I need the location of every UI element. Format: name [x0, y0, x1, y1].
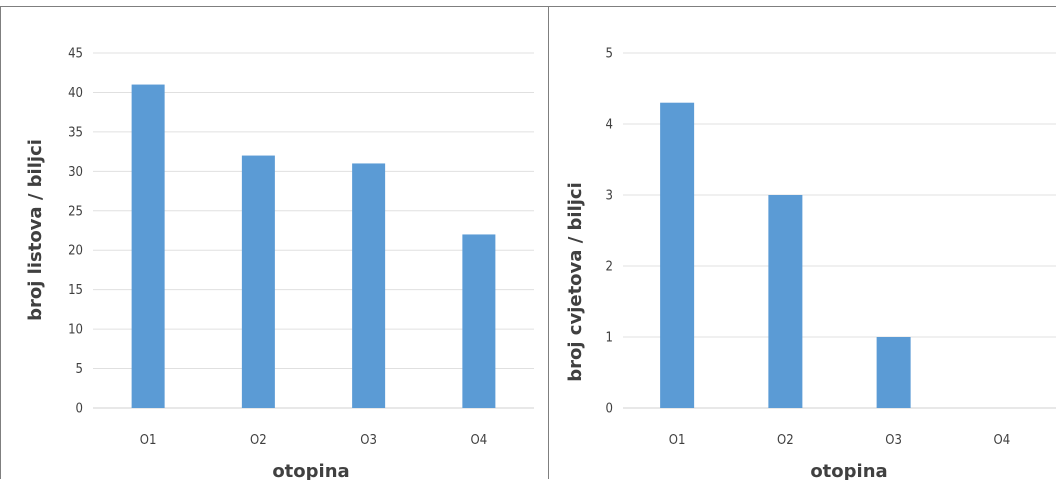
flowers-y-tick-label: 3 [606, 189, 613, 204]
leaves-x-tick-label: O3 [360, 433, 377, 448]
leaves-bar-o3 [352, 163, 386, 408]
flowers-gridlines [623, 52, 1056, 409]
flowers-x-tick-label: O2 [777, 433, 794, 448]
chart-panel-leaves: 0 5 10 15 20 25 30 35 40 45 O1 O2 O3 O4 broj listova… [0, 6, 548, 480]
leaves-y-tick-label: 5 [76, 362, 83, 377]
leaves-y-tick-label: 15 [68, 283, 83, 298]
flowers-bar-o3 [876, 337, 911, 408]
leaves-y-axis-title: broj listova / biljci [25, 139, 46, 321]
flowers-y-tick-label: 4 [606, 118, 613, 133]
leaves-bar-o1 [131, 84, 165, 409]
leaves-bars [131, 84, 496, 409]
chart-panel-flowers: 0 1 2 3 4 5 O1 O2 O3 O4 broj cvjetova / biljci o… [548, 6, 1056, 480]
leaves-x-tick-label: O2 [250, 433, 267, 448]
leaves-y-tick-label: 25 [68, 204, 83, 219]
flowers-x-ticks: O1 O2 O3 O4 [669, 433, 1010, 448]
flowers-y-tick-label: 5 [606, 47, 613, 62]
flowers-y-ticks: 0 1 2 3 4 5 [606, 47, 613, 417]
leaves-y-tick-label: 45 [68, 47, 83, 62]
flowers-y-tick-label: 0 [606, 402, 613, 417]
leaves-y-ticks: 0 5 10 15 20 25 30 35 40 45 [68, 47, 83, 417]
flowers-bars [660, 102, 911, 408]
flowers-bar-o2 [768, 195, 803, 408]
leaves-x-ticks: O1 O2 O3 O4 [140, 433, 487, 448]
leaves-x-axis-title: otopina [272, 461, 349, 480]
flowers-y-tick-label: 1 [606, 331, 613, 346]
leaves-bar-chart: 0 5 10 15 20 25 30 35 40 45 O1 O2 O3 O4 broj listova… [25, 47, 534, 480]
flowers-y-tick-label: 2 [606, 260, 613, 275]
flowers-bar-o1 [660, 102, 695, 408]
flowers-bar-chart: 0 1 2 3 4 5 O1 O2 O3 O4 broj cvjetova / biljci o… [565, 47, 1056, 480]
flowers-y-axis-title: broj cvjetova / biljci [565, 182, 586, 382]
leaves-y-tick-label: 0 [76, 402, 83, 417]
leaves-bar-o2 [241, 155, 275, 408]
leaves-y-tick-label: 30 [68, 165, 83, 180]
leaves-x-tick-label: O4 [471, 433, 488, 448]
leaves-y-tick-label: 40 [68, 86, 83, 101]
leaves-gridlines [93, 52, 534, 409]
flowers-x-axis-title: otopina [810, 461, 887, 480]
flowers-x-tick-label: O1 [669, 433, 686, 448]
leaves-y-tick-label: 20 [68, 244, 83, 259]
leaves-bar-o4 [462, 234, 496, 408]
leaves-y-tick-label: 35 [68, 125, 83, 140]
flowers-x-tick-label: O4 [994, 433, 1011, 448]
leaves-y-tick-label: 10 [68, 323, 83, 338]
flowers-x-tick-label: O3 [885, 433, 902, 448]
leaves-x-tick-label: O1 [140, 433, 157, 448]
